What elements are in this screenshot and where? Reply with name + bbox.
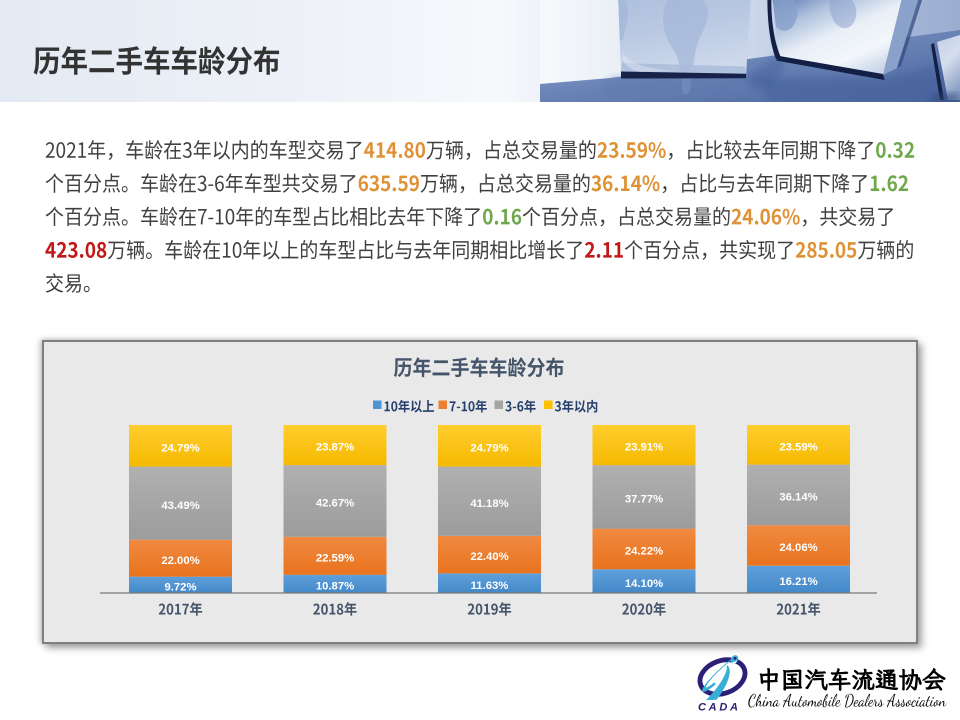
- svg-text:24.06%: 24.06%: [779, 542, 817, 554]
- svg-text:43.49%: 43.49%: [161, 500, 199, 512]
- svg-text:23.59%: 23.59%: [779, 441, 817, 453]
- svg-text:41.18%: 41.18%: [470, 498, 508, 510]
- svg-text:23.91%: 23.91%: [625, 442, 663, 454]
- svg-text:22.59%: 22.59%: [316, 552, 354, 564]
- svg-text:42.67%: 42.67%: [316, 498, 354, 510]
- svg-text:22.40%: 22.40%: [470, 551, 508, 563]
- svg-text:24.79%: 24.79%: [470, 442, 508, 454]
- svg-text:14.10%: 14.10%: [625, 578, 663, 590]
- svg-text:23.87%: 23.87%: [316, 442, 354, 454]
- svg-text:16.21%: 16.21%: [779, 576, 817, 588]
- svg-text:24.22%: 24.22%: [625, 546, 663, 558]
- svg-text:CADA: CADA: [698, 702, 738, 714]
- svg-text:9.72%: 9.72%: [164, 581, 196, 593]
- svg-text:24.79%: 24.79%: [161, 442, 199, 454]
- svg-text:22.00%: 22.00%: [161, 555, 199, 567]
- svg-text:36.14%: 36.14%: [779, 492, 817, 504]
- svg-text:37.77%: 37.77%: [625, 494, 663, 506]
- svg-text:10.87%: 10.87%: [316, 581, 354, 593]
- svg-text:11.63%: 11.63%: [471, 580, 509, 592]
